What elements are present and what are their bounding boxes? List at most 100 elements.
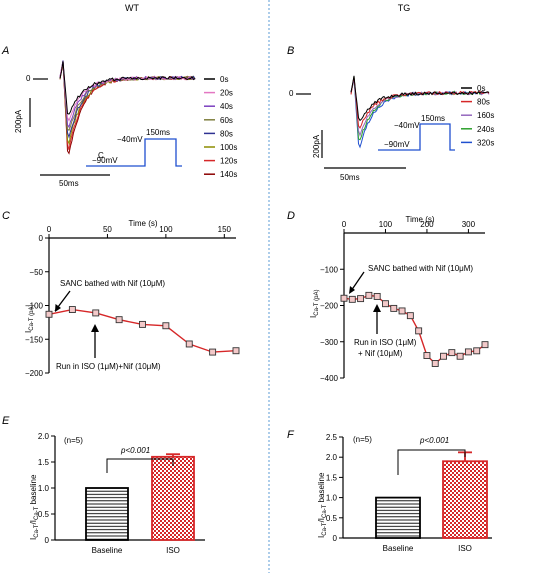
chart-c-point-6: [185, 340, 193, 348]
chart-c: 0 50 100 150 0 −50 −100 −150 −200: [25, 225, 240, 378]
annotation-iso-c: Run in ISO (1μM)+Nif (10μM): [56, 362, 161, 371]
panel-c: C Time (s) 0 50 100 150 0 −50 −100 −150 −200 ICa…: [2, 210, 240, 378]
voltage-protocol-b: [378, 123, 455, 151]
y-title-mid-e: /I: [29, 520, 38, 524]
chart-f-ytick-label-1: 0.5: [326, 514, 338, 523]
arrowhead-iso-c: [91, 324, 99, 332]
chart-f-ytick-label-3: 1.5: [326, 473, 338, 482]
chart-d-point-10: [423, 352, 431, 359]
protocol-hold-a: −90mV: [92, 156, 118, 165]
tracesB-trace-3: [350, 77, 490, 129]
y-title-sub-c: Ca-T (pA): [29, 305, 35, 331]
chart-d-point-0: [340, 294, 348, 302]
chart-c-ytick-label-1: −50: [29, 268, 43, 277]
chart-d-point-9: [415, 327, 423, 335]
protocol-step-a: −40mV: [117, 135, 143, 144]
y-title-sub-d: Ca-T (pA): [314, 290, 320, 316]
significance-bracket-f: [397, 449, 466, 475]
legend-b: 0s 80s 160s 240s 320s: [461, 84, 494, 147]
chart-d-xtick-label-3: 300: [462, 220, 476, 229]
protocol-duration-a: 150ms: [146, 128, 170, 137]
chart-d-point-8: [406, 312, 414, 320]
chart-c-xtick-label-0: 0: [47, 225, 52, 234]
legend-a-label-5: 100s: [220, 143, 237, 152]
chart-e-ytick-label-1: 0.5: [38, 510, 50, 519]
chart-f-ytick-label-0: 0: [333, 534, 338, 543]
y-axis-title-d: ICa-T (pA): [309, 290, 320, 318]
scale-label-time-a: 50ms: [59, 179, 79, 188]
tracesA-trace-7: [59, 61, 196, 115]
chart-d-point-2: [357, 295, 365, 303]
p-value-f: p<0.001: [419, 436, 449, 445]
chart-c-xtick-label-1: 50: [103, 225, 112, 234]
arrowhead-nif-d: [349, 286, 355, 294]
chart-d-ytick-label-1: −200: [320, 302, 339, 311]
zero-label-b: 0: [289, 89, 294, 98]
chart-c-xtick-label-3: 150: [218, 225, 232, 234]
legend-a-label-2: 40s: [220, 102, 233, 111]
chart-f: 0 0.5 1.0 1.5 2.0 2.5 Baseline ISO: [326, 433, 492, 553]
chart-f-ytick-label-4: 2.0: [326, 453, 338, 462]
y-title-end-f: baseline: [317, 472, 326, 505]
chart-e-ytick-label-0: 0: [45, 536, 50, 545]
chart-c-point-4: [139, 320, 146, 328]
chart-c-point-0: [45, 310, 53, 318]
annotation-iso-d-2: + Nif (10μM): [358, 349, 403, 358]
chart-c-point-2: [92, 309, 100, 317]
legend-b-label-4: 320s: [477, 138, 494, 147]
panel-a: A 0 200pA 50ms C −40mV 150ms −90mV 0s 20s…: [1, 45, 237, 188]
chart-f-bar-1: [442, 460, 488, 539]
chart-d-xtick-label-1: 100: [379, 220, 393, 229]
chart-d-point-12: [440, 352, 447, 360]
scale-label-current-b: 200pA: [312, 134, 321, 158]
tracesA-trace-3: [59, 60, 196, 139]
chart-e-category-label-0: Baseline: [92, 546, 123, 555]
chart-d-ytick-label-2: −300: [320, 338, 339, 347]
chart-d-point-11: [431, 360, 439, 367]
chart-d-point-3: [365, 291, 373, 299]
panel-letter-b: B: [287, 45, 294, 57]
protocol-step-b: −40mV: [394, 121, 420, 130]
chart-d-point-16: [473, 347, 481, 355]
chart-d-point-4: [373, 292, 381, 300]
tracesB-trace-4: [350, 75, 490, 122]
y-title-i-f: I: [317, 536, 326, 538]
y-title-sub1-e: Ca-T: [34, 524, 40, 538]
scale-label-time-b: 50ms: [340, 173, 360, 182]
chart-e-ytick-label-4: 2.0: [38, 432, 50, 441]
panel-letter-e: E: [2, 415, 10, 427]
chart-f-category-label-0: Baseline: [383, 544, 414, 553]
chart-c-point-8: [232, 347, 240, 355]
chart-d-point-14: [456, 352, 464, 360]
annotation-iso-d-1: Run in ISO (1μM): [354, 338, 417, 347]
chart-d: 0 100 200 300 −100 −200 −300 −400: [320, 220, 489, 383]
y-axis-title-f: ICa-T/ICa-T baseline: [317, 472, 328, 538]
chart-f-ytick-label-2: 1.0: [326, 494, 338, 503]
significance-bracket-e: [106, 458, 174, 473]
chart-c-point-5: [162, 322, 170, 330]
zero-label-a: 0: [26, 74, 31, 83]
panel-letter-d: D: [287, 210, 295, 222]
protocol-duration-b: 150ms: [421, 114, 445, 123]
chart-e-bar-1: [151, 455, 195, 541]
chart-d-point-13: [448, 349, 456, 357]
chart-d-ytick-label-3: −400: [320, 374, 339, 383]
scale-label-current-a: 200pA: [14, 109, 23, 133]
chart-d-point-17: [481, 341, 489, 349]
chart-d-xtick-label-2: 200: [420, 220, 434, 229]
panel-letter-f: F: [287, 429, 295, 441]
panel-letter-a: A: [1, 45, 9, 57]
legend-a-label-3: 60s: [220, 116, 233, 125]
panel-letter-c: C: [2, 210, 10, 222]
chart-c-point-3: [115, 316, 123, 324]
header-tg: TG: [398, 3, 411, 13]
chart-d-ytick-label-0: −100: [320, 265, 339, 274]
chart-c-ytick-label-4: −200: [25, 369, 44, 378]
legend-b-label-1: 80s: [477, 98, 490, 107]
legend-a-label-4: 80s: [220, 129, 233, 138]
arrowhead-nif-c: [55, 304, 61, 312]
chart-c-series-line: [48, 308, 237, 353]
y-title-mid-f: /I: [317, 518, 326, 522]
